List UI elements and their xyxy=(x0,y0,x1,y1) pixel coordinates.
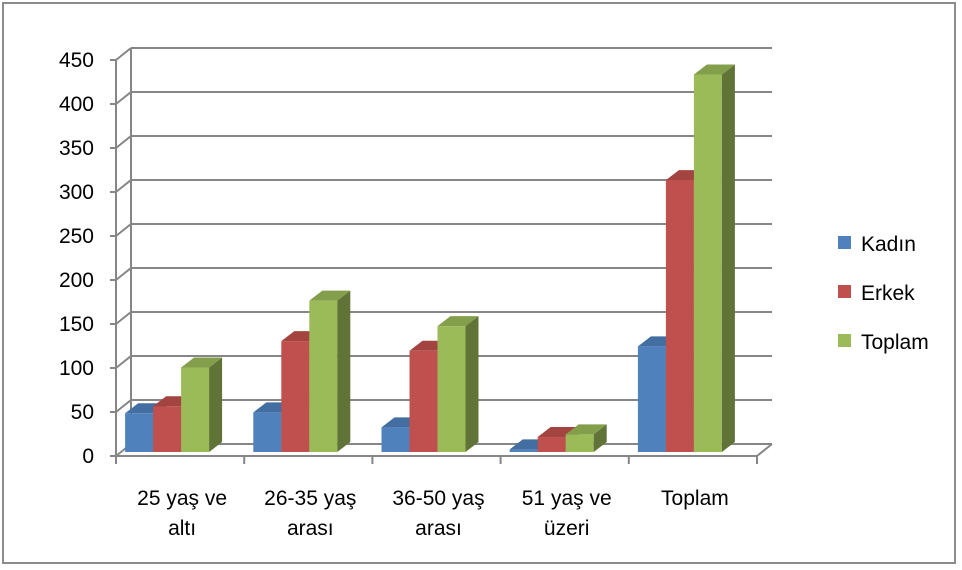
bar-front xyxy=(381,427,410,452)
x-tick-label: arası xyxy=(415,517,462,540)
bar xyxy=(309,290,351,452)
gridline-connector xyxy=(115,399,132,413)
x-tick-label: 36-50 yaş xyxy=(392,487,484,510)
y-tick-label: 400 xyxy=(59,93,94,116)
y-tick-labels: 0 50 100 150 200 250 300 350 400 450 xyxy=(59,49,94,468)
gridline-connector xyxy=(115,91,132,105)
gridline-connector xyxy=(115,179,132,193)
y-tick-label: 150 xyxy=(59,313,94,336)
bar-side xyxy=(337,290,351,452)
bar-front xyxy=(509,449,538,452)
bar-top xyxy=(181,357,223,368)
y-tick-label: 300 xyxy=(59,181,94,204)
legend-label: Toplam xyxy=(861,331,929,354)
x-tick-label: üzeri xyxy=(544,517,590,540)
y-tick-label: 50 xyxy=(71,401,94,424)
bar xyxy=(565,424,607,452)
bar xyxy=(437,316,479,452)
bar-front xyxy=(693,74,722,452)
x-tick-label: Toplam xyxy=(661,487,729,510)
gridline-connector xyxy=(115,223,132,237)
gridline-connector xyxy=(115,135,132,149)
floor-right-edge xyxy=(756,443,773,457)
bar-top xyxy=(309,290,351,301)
bar-side xyxy=(593,424,607,452)
bar-front xyxy=(309,300,338,452)
x-tick-label: 26-35 yaş xyxy=(264,487,356,510)
legend-swatch xyxy=(838,285,851,298)
bar-front xyxy=(665,180,694,452)
y-tick-label: 0 xyxy=(82,445,94,468)
gridline-connector xyxy=(115,47,132,61)
bar-side xyxy=(209,357,223,452)
x-tick-label: 25 yaş ve xyxy=(137,487,227,510)
bar-side xyxy=(465,316,479,452)
y-tick-label: 200 xyxy=(59,269,94,292)
bar-front xyxy=(437,326,466,452)
y-tick-label: 350 xyxy=(59,137,94,160)
gridline-connector xyxy=(115,267,132,281)
bar-side xyxy=(721,64,735,452)
y-tick-label: 450 xyxy=(59,49,94,72)
axes xyxy=(110,48,773,464)
bar-front xyxy=(253,412,282,452)
bar-top xyxy=(565,424,607,435)
bar-front xyxy=(565,434,594,452)
bar-front xyxy=(537,437,566,452)
bar-front xyxy=(409,350,438,452)
bar-front xyxy=(281,341,310,452)
bar-front xyxy=(181,367,210,452)
chart-frame xyxy=(2,2,956,564)
legend-label: Kadın xyxy=(861,233,916,256)
legend-swatch xyxy=(838,334,851,347)
bar-top xyxy=(437,316,479,327)
bar xyxy=(693,64,735,452)
x-tick-label: arası xyxy=(287,517,334,540)
bar-front xyxy=(125,413,154,452)
legend-label: Erkek xyxy=(861,282,915,305)
x-tick-label: 51 yaş ve xyxy=(522,487,612,510)
bar-top xyxy=(693,64,735,75)
y-tick-label: 250 xyxy=(59,225,94,248)
gridline-connector xyxy=(115,311,132,325)
bar-front xyxy=(637,346,666,452)
y-tick-label: 100 xyxy=(59,357,94,380)
legend: Kadın Erkek Toplam xyxy=(838,233,929,354)
x-tick-labels: 25 yaş ve altı 26-35 yaş arası 36-50 yaş aras… xyxy=(137,487,729,540)
gridline-connector xyxy=(115,355,132,369)
legend-swatch xyxy=(838,236,851,249)
bars xyxy=(125,64,735,452)
bar-front xyxy=(153,406,182,452)
x-tick-label: altı xyxy=(168,517,196,540)
bar xyxy=(181,357,223,452)
